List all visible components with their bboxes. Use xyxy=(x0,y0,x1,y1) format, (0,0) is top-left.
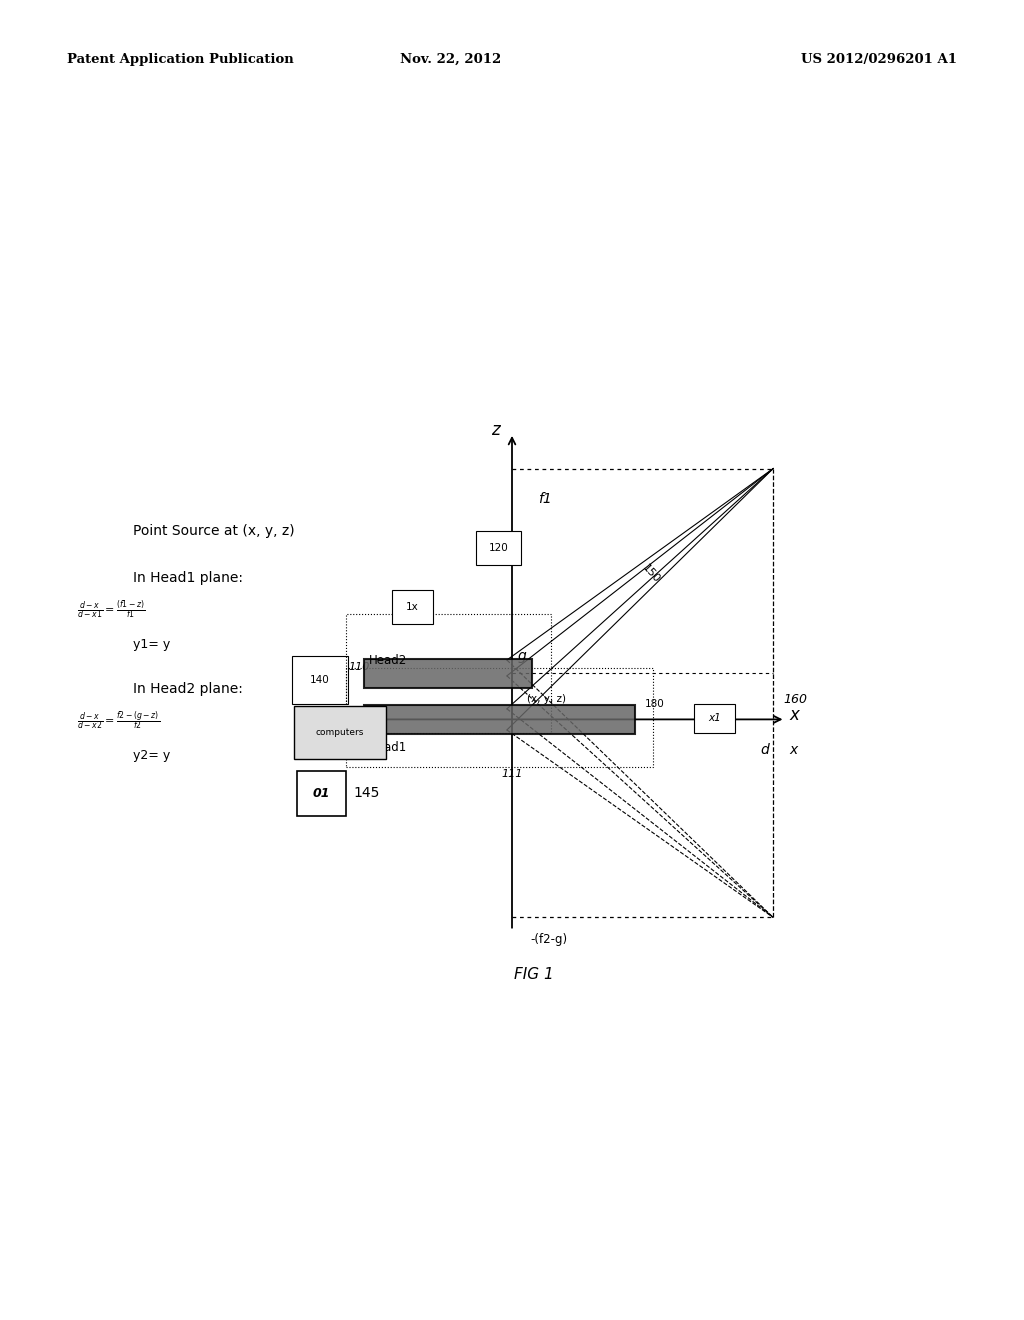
Text: 120: 120 xyxy=(488,543,509,553)
Text: $\frac{d-x}{d-x2}=\frac{f2-(g-z)}{f2}$: $\frac{d-x}{d-x2}=\frac{f2-(g-z)}{f2}$ xyxy=(77,709,160,733)
Text: In Head1 plane:: In Head1 plane: xyxy=(133,572,243,585)
Bar xyxy=(364,705,635,734)
Text: (x, y, z): (x, y, z) xyxy=(527,693,566,704)
Text: computers: computers xyxy=(315,729,365,737)
Text: 100: 100 xyxy=(348,708,370,718)
Bar xyxy=(694,704,735,733)
Text: Head2: Head2 xyxy=(369,653,407,667)
Bar xyxy=(476,531,521,565)
Text: y1= y: y1= y xyxy=(133,638,170,651)
Text: 110: 110 xyxy=(348,661,370,672)
Text: US 2012/0296201 A1: US 2012/0296201 A1 xyxy=(802,53,957,66)
Bar xyxy=(364,659,532,688)
Text: y2= y: y2= y xyxy=(133,748,170,762)
Bar xyxy=(297,771,346,816)
Text: x1: x1 xyxy=(709,713,721,723)
Text: 1x: 1x xyxy=(407,602,419,612)
Text: Head1: Head1 xyxy=(369,741,407,754)
Text: 111: 111 xyxy=(502,768,523,779)
Text: $\frac{d-x}{d-x1}=\frac{(f1-z)}{f1}$: $\frac{d-x}{d-x1}=\frac{(f1-z)}{f1}$ xyxy=(77,598,145,622)
Bar xyxy=(294,706,386,759)
Text: x: x xyxy=(790,743,798,758)
Text: f1: f1 xyxy=(538,492,551,507)
Text: z: z xyxy=(490,421,500,440)
Text: 150: 150 xyxy=(640,564,662,585)
Bar xyxy=(346,614,551,733)
Text: x: x xyxy=(790,706,800,725)
Text: 145: 145 xyxy=(353,787,380,800)
Text: -(f2-g): -(f2-g) xyxy=(530,933,567,946)
Text: 140: 140 xyxy=(310,675,330,685)
Text: In Head2 plane:: In Head2 plane: xyxy=(133,682,243,696)
Text: Patent Application Publication: Patent Application Publication xyxy=(67,53,293,66)
Bar xyxy=(346,668,653,767)
Bar xyxy=(392,590,433,624)
Text: FIG 1: FIG 1 xyxy=(514,966,554,982)
Text: 160: 160 xyxy=(783,693,807,706)
Text: 180: 180 xyxy=(645,698,665,709)
Text: d: d xyxy=(761,743,769,758)
Text: Nov. 22, 2012: Nov. 22, 2012 xyxy=(400,53,501,66)
Text: g: g xyxy=(517,648,526,663)
Bar xyxy=(292,656,348,704)
Text: 01: 01 xyxy=(312,787,331,800)
Text: Point Source at (x, y, z): Point Source at (x, y, z) xyxy=(133,524,295,537)
